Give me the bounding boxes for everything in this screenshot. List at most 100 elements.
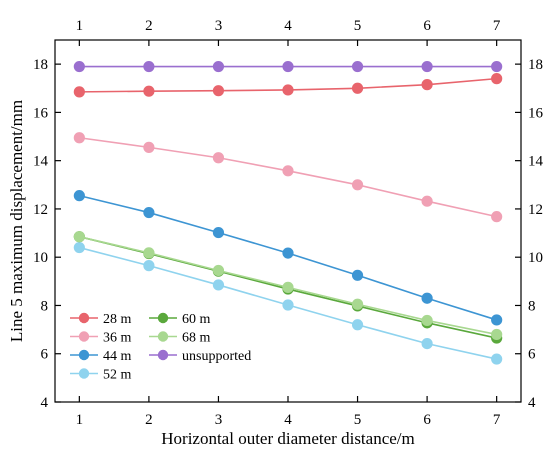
series-unsupported: [73, 60, 503, 73]
data-point: [282, 165, 294, 177]
legend-marker: [157, 312, 169, 324]
data-point: [351, 298, 364, 310]
data-point: [491, 314, 503, 326]
data-point: [491, 328, 503, 341]
data-point: [421, 60, 433, 73]
x-tick-label-bottom: 4: [284, 412, 292, 428]
x-axis-title: Horizontal outer diameter distance/m: [161, 429, 415, 448]
legend-label: 36 m: [103, 331, 132, 346]
y-tick-label-right: 4: [528, 395, 536, 411]
series-36-m: [73, 132, 503, 223]
x-tick-label-top: 2: [145, 18, 153, 34]
data-point: [491, 211, 503, 223]
x-tick-label-top: 3: [215, 18, 223, 34]
legend-label: 52 m: [103, 368, 132, 383]
data-point: [421, 292, 433, 304]
series-44-m: [73, 190, 503, 326]
data-point: [143, 60, 155, 73]
data-point: [351, 82, 364, 94]
y-tick-label-right: 16: [528, 105, 544, 121]
series-68-m: [73, 231, 503, 341]
y-tick-label-left: 4: [41, 395, 49, 411]
data-point: [351, 60, 364, 73]
y-tick-label-left: 12: [33, 202, 48, 218]
y-tick-label-right: 18: [528, 57, 543, 73]
legend: 28 m 36 m 44 m 52 m 60 m 68 m unsupported: [70, 312, 251, 383]
data-point: [282, 60, 294, 73]
x-tick-label-bottom: 6: [423, 412, 431, 428]
data-point: [351, 269, 364, 281]
y-tick-label-right: 10: [528, 250, 543, 266]
y-tick-label-right: 8: [528, 298, 536, 314]
x-tick-label-top: 4: [284, 18, 292, 34]
y-tick-label-left: 6: [41, 347, 49, 363]
data-point: [282, 84, 294, 96]
data-point: [421, 195, 433, 207]
y-tick-label-left: 14: [33, 154, 49, 170]
legend-item-unsupported: unsupported: [149, 349, 251, 364]
y-tick-label-left: 18: [33, 57, 48, 73]
y-tick-label-right: 14: [528, 154, 544, 170]
legend-label: 68 m: [182, 331, 211, 346]
y-tick-label-left: 10: [33, 250, 48, 266]
x-tick-label-bottom: 2: [145, 412, 153, 428]
x-tick-label-bottom: 7: [493, 412, 501, 428]
data-point: [143, 260, 155, 272]
legend-marker: [78, 349, 90, 361]
y-axis-title: Line 5 maximum displacement/mm: [7, 100, 26, 342]
y-tick-label-right: 12: [528, 202, 543, 218]
data-point: [421, 79, 433, 91]
x-tick-label-top: 7: [493, 18, 501, 34]
data-point: [143, 206, 155, 219]
legend-marker: [78, 331, 90, 342]
legend-item-28-m: 28 m: [70, 312, 132, 327]
data-point: [73, 86, 85, 98]
legend-marker: [157, 349, 169, 361]
data-point: [143, 247, 155, 259]
data-point: [421, 337, 433, 350]
legend-marker: [78, 312, 90, 324]
legend-label: 60 m: [182, 312, 211, 327]
data-point: [212, 85, 225, 97]
y-tick-label-left: 8: [41, 298, 49, 314]
series-28-m: [73, 73, 503, 98]
y-tick-label-left: 16: [33, 105, 49, 121]
series-line: [79, 136, 497, 218]
data-point: [351, 319, 364, 331]
legend-item-44-m: 44 m: [70, 349, 132, 364]
data-point: [73, 190, 85, 202]
legend-label: 28 m: [103, 312, 132, 327]
data-point: [491, 60, 503, 73]
data-point: [212, 60, 225, 73]
x-tick-label-top: 1: [76, 18, 84, 34]
data-point: [351, 179, 364, 191]
data-point: [282, 247, 294, 259]
data-point: [212, 264, 225, 277]
series-52-m: [73, 241, 503, 365]
x-tick-label-bottom: 3: [215, 412, 223, 428]
legend-marker: [157, 331, 169, 342]
x-tick-label-top: 5: [354, 18, 362, 34]
x-tick-label-bottom: 1: [76, 412, 84, 428]
data-point: [73, 60, 85, 73]
legend-item-68-m: 68 m: [149, 331, 211, 346]
data-point: [282, 281, 294, 293]
x-tick-label-bottom: 5: [354, 412, 362, 428]
x-tick-label-top: 6: [423, 18, 431, 34]
legend-item-52-m: 52 m: [70, 368, 132, 383]
data-point: [212, 226, 225, 239]
data-point: [212, 279, 225, 291]
data-point: [491, 73, 503, 85]
data-point: [282, 299, 294, 311]
data-point: [73, 132, 85, 144]
data-point: [73, 241, 85, 254]
y-tick-label-right: 6: [528, 347, 536, 363]
series-layer: [73, 60, 503, 365]
data-point: [143, 141, 155, 153]
legend-label: unsupported: [182, 349, 251, 364]
data-point: [212, 152, 225, 164]
legend-marker: [78, 368, 90, 379]
data-point: [421, 314, 433, 327]
